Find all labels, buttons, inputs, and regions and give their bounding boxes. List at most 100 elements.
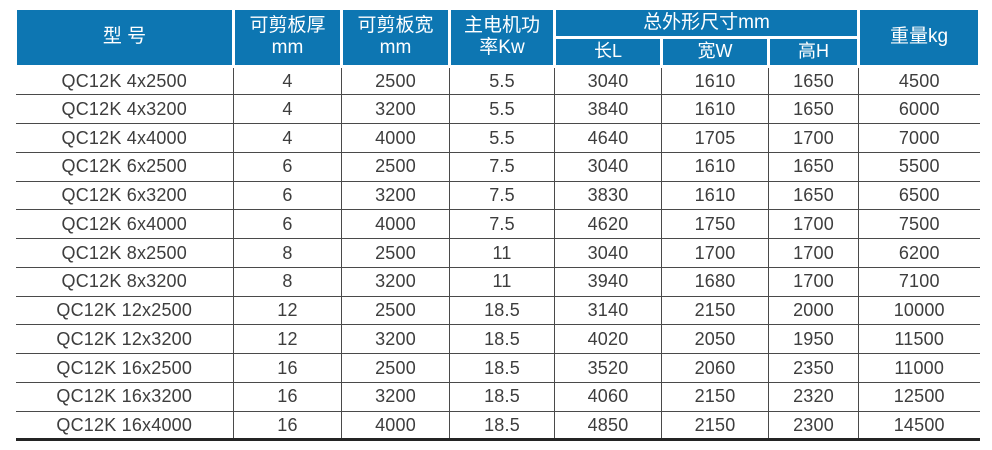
header-length: 长L <box>553 36 663 68</box>
header-cut-width: 可剪板宽 mm <box>340 7 451 68</box>
cell-cut-width: 2500 <box>341 151 450 182</box>
cell-power: 11 <box>449 266 555 297</box>
cell-length: 3520 <box>554 353 662 383</box>
cell-length: 3040 <box>554 151 662 182</box>
cell-power: 11 <box>449 238 555 268</box>
cell-height: 1700 <box>768 266 859 297</box>
table-row: QC12K 8x3200 8 3200 11 3940 1680 1700 7100 <box>15 266 980 297</box>
spec-table-container: 型 号 可剪板厚 mm 可剪板宽 mm 主电机功 率Kw 总外形尺寸mm 重量k… <box>14 6 981 442</box>
cell-length: 4640 <box>554 123 662 153</box>
header-height: 高H <box>767 36 860 68</box>
cell-model: QC12K 12x2500 <box>15 295 234 326</box>
header-power: 主电机功 率Kw <box>448 7 556 68</box>
cell-width: 1750 <box>661 209 769 240</box>
cell-model: QC12K 4x3200 <box>15 94 234 125</box>
cell-height: 1650 <box>768 94 859 125</box>
cell-power: 7.5 <box>449 151 555 182</box>
cell-power: 7.5 <box>449 209 555 240</box>
cell-length: 4850 <box>554 410 662 442</box>
cell-power: 5.5 <box>449 123 555 153</box>
spec-table: 型 号 可剪板厚 mm 可剪板宽 mm 主电机功 率Kw 总外形尺寸mm 重量k… <box>14 6 981 442</box>
cell-thickness: 4 <box>233 94 342 125</box>
cell-width: 1705 <box>661 123 769 153</box>
cell-height: 1700 <box>768 209 859 240</box>
cell-thickness: 6 <box>233 151 342 182</box>
cell-height: 2350 <box>768 353 859 383</box>
header-width: 宽W <box>660 36 770 68</box>
cell-power: 18.5 <box>449 353 555 383</box>
cell-cut-width: 3200 <box>341 324 450 355</box>
cell-cut-width: 3200 <box>341 381 450 412</box>
header-model: 型 号 <box>14 7 235 68</box>
cell-thickness: 6 <box>233 209 342 240</box>
cell-model: QC12K 4x4000 <box>15 123 234 153</box>
cell-thickness: 16 <box>233 353 342 383</box>
cell-length: 3840 <box>554 94 662 125</box>
cell-length: 4060 <box>554 381 662 412</box>
cell-width: 1610 <box>661 94 769 125</box>
cell-model: QC12K 6x2500 <box>15 151 234 182</box>
table-row: QC12K 16x3200 16 3200 18.5 4060 2150 2320 12500 <box>15 381 980 412</box>
table-header: 型 号 可剪板厚 mm 可剪板宽 mm 主电机功 率Kw 总外形尺寸mm 重量k… <box>14 6 981 68</box>
cell-height: 1700 <box>768 238 859 268</box>
cell-weight: 12500 <box>858 381 980 412</box>
table-row: QC12K 6x2500 6 2500 7.5 3040 1610 1650 5500 <box>15 151 980 182</box>
cell-model: QC12K 8x2500 <box>15 238 234 268</box>
cell-power: 18.5 <box>449 295 555 326</box>
cell-power: 5.5 <box>449 66 555 96</box>
cell-power: 5.5 <box>449 94 555 125</box>
cell-weight: 7500 <box>858 209 980 240</box>
table-row: QC12K 12x2500 12 2500 18.5 3140 2150 2000 10000 <box>15 295 980 326</box>
cell-length: 3940 <box>554 266 662 297</box>
cell-power: 7.5 <box>449 180 555 211</box>
cell-width: 1610 <box>661 180 769 211</box>
cell-thickness: 12 <box>233 295 342 326</box>
cell-height: 2300 <box>768 410 859 442</box>
cell-width: 1610 <box>661 66 769 96</box>
cell-width: 2050 <box>661 324 769 355</box>
cell-height: 1950 <box>768 324 859 355</box>
cell-width: 2150 <box>661 410 769 442</box>
cell-cut-width: 3200 <box>341 180 450 211</box>
cell-height: 1650 <box>768 151 859 182</box>
cell-length: 3140 <box>554 295 662 326</box>
cell-weight: 7000 <box>858 123 980 153</box>
cell-length: 4020 <box>554 324 662 355</box>
table-row: QC12K 6x3200 6 3200 7.5 3830 1610 1650 6500 <box>15 180 980 211</box>
cell-model: QC12K 6x3200 <box>15 180 234 211</box>
cell-power: 18.5 <box>449 410 555 442</box>
header-dimensions-group: 总外形尺寸mm <box>553 6 860 40</box>
cell-cut-width: 4000 <box>341 209 450 240</box>
cell-thickness: 16 <box>233 381 342 412</box>
cell-model: QC12K 8x3200 <box>15 266 234 297</box>
cell-power: 18.5 <box>449 381 555 412</box>
cell-weight: 11500 <box>858 324 980 355</box>
cell-cut-width: 3200 <box>341 94 450 125</box>
cell-weight: 14500 <box>858 410 980 442</box>
table-row: QC12K 8x2500 8 2500 11 3040 1700 1700 6200 <box>15 238 980 268</box>
header-weight: 重量kg <box>857 7 981 68</box>
cell-thickness: 12 <box>233 324 342 355</box>
cell-width: 1680 <box>661 266 769 297</box>
cell-length: 4620 <box>554 209 662 240</box>
cell-cut-width: 4000 <box>341 410 450 442</box>
cell-thickness: 6 <box>233 180 342 211</box>
cell-weight: 4500 <box>858 66 980 96</box>
cell-cut-width: 2500 <box>341 238 450 268</box>
cell-model: QC12K 4x2500 <box>15 66 234 96</box>
table-row: QC12K 4x3200 4 3200 5.5 3840 1610 1650 6000 <box>15 94 980 125</box>
cell-cut-width: 2500 <box>341 295 450 326</box>
cell-weight: 7100 <box>858 266 980 297</box>
cell-model: QC12K 12x3200 <box>15 324 234 355</box>
table-row: QC12K 4x2500 4 2500 5.5 3040 1610 1650 4500 <box>15 66 980 96</box>
cell-height: 1650 <box>768 180 859 211</box>
cell-thickness: 8 <box>233 238 342 268</box>
cell-width: 1610 <box>661 151 769 182</box>
header-thickness: 可剪板厚 mm <box>232 7 343 68</box>
cell-model: QC12K 16x4000 <box>15 410 234 442</box>
cell-cut-width: 4000 <box>341 123 450 153</box>
cell-thickness: 8 <box>233 266 342 297</box>
cell-weight: 6500 <box>858 180 980 211</box>
cell-thickness: 4 <box>233 66 342 96</box>
cell-length: 3040 <box>554 238 662 268</box>
